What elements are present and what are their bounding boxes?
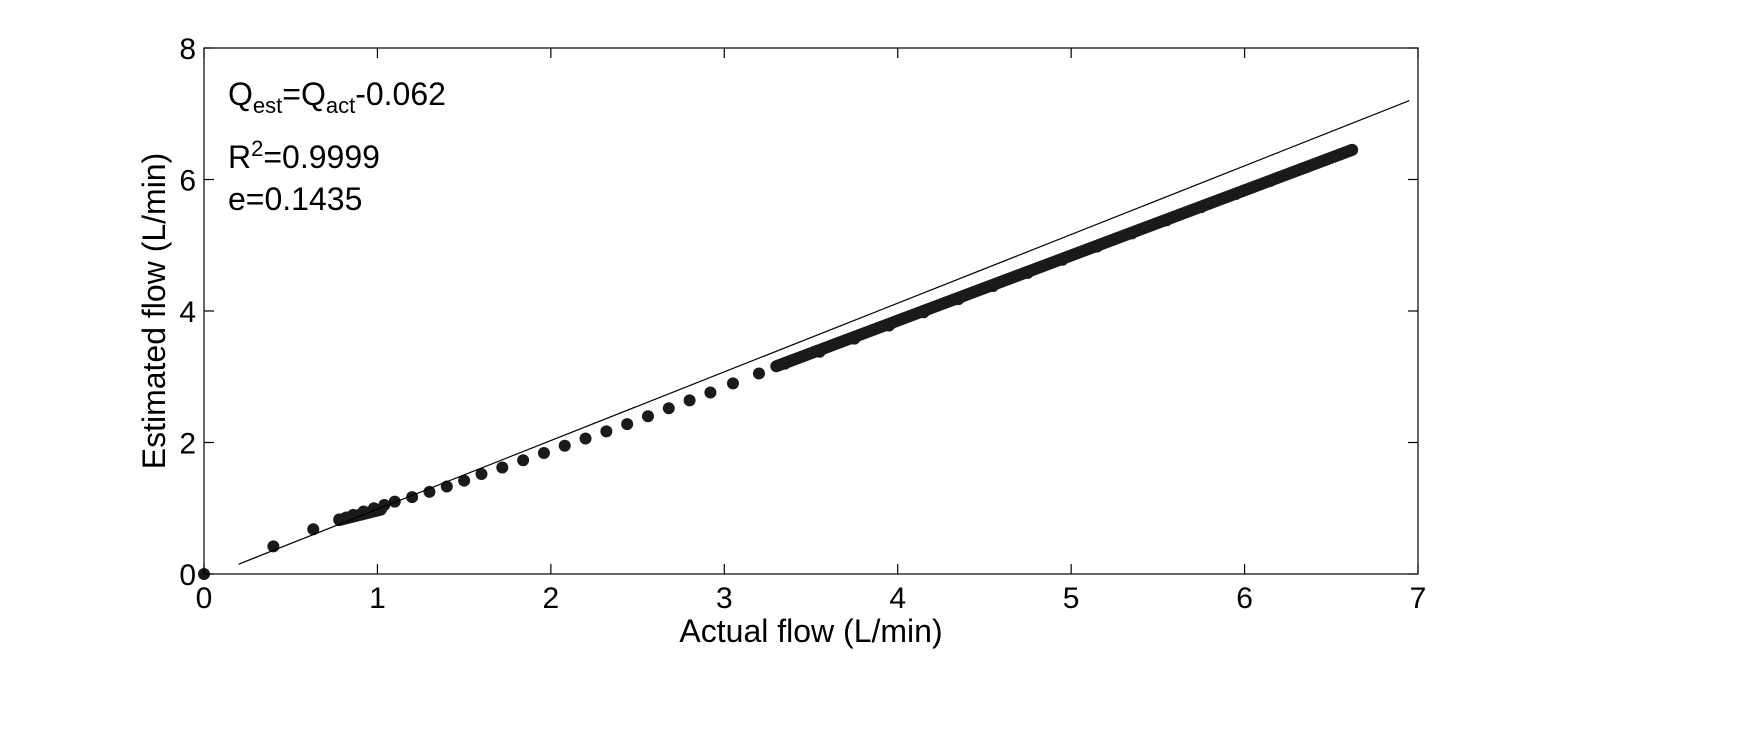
y-axis-title: Estimated flow (L/min) [136, 153, 172, 470]
data-point [726, 377, 739, 390]
y-tick-labels: 0 2 4 6 8 [179, 33, 196, 592]
y-tick-label: 6 [179, 165, 196, 198]
y-tick-label: 0 [179, 559, 196, 592]
annotation-act-subscript: act [326, 93, 355, 118]
x-tick-label: 3 [716, 582, 733, 615]
x-tick-labels: 0 1 2 3 4 5 6 7 [196, 582, 1427, 615]
data-point [704, 386, 717, 399]
y-tick-label: 8 [179, 33, 196, 66]
x-tick-label: 2 [543, 582, 560, 615]
data-point [458, 474, 471, 487]
x-tick-label: 7 [1410, 582, 1427, 615]
y-tick-label: 2 [179, 428, 196, 461]
data-points [198, 143, 1359, 580]
annotation-equals-q: =Q [282, 76, 326, 112]
data-point [423, 485, 436, 498]
x-tick-label: 5 [1063, 582, 1080, 615]
y-tick-label: 4 [179, 296, 196, 329]
data-point [621, 418, 634, 431]
annotation-error: e=0.1435 [228, 181, 362, 217]
annotation-r-symbol: R [228, 139, 251, 175]
data-point [475, 468, 488, 481]
fit-line [238, 100, 1410, 565]
annotation-offset: -0.062 [355, 76, 446, 112]
data-point [600, 425, 613, 438]
data-point [579, 432, 592, 445]
data-point [307, 523, 320, 536]
annotation-r-superscript: 2 [251, 136, 263, 161]
x-tick-label: 6 [1236, 582, 1253, 615]
annotation-q-symbol: Q [228, 76, 253, 112]
axes-box [203, 47, 1419, 575]
data-point [683, 394, 696, 407]
dense-data-points [770, 143, 1359, 373]
data-point [517, 454, 530, 467]
annotation-r-value: =0.9999 [263, 139, 380, 175]
data-point [752, 367, 765, 380]
annotation-r-squared: R2=0.9999 [228, 136, 380, 175]
x-tick-label: 4 [889, 582, 906, 615]
annotation-est-subscript: est [253, 93, 282, 118]
annotation-fit-equation: Qest=Qact-0.062 [228, 76, 446, 118]
data-point [641, 410, 654, 423]
data-point [537, 447, 550, 460]
data-point [496, 461, 509, 474]
x-axis-title: Actual flow (L/min) [679, 613, 942, 649]
data-point [558, 439, 571, 452]
dense-data-points [333, 503, 387, 527]
data-point [662, 402, 675, 415]
data-point [388, 495, 401, 508]
x-tick-label: 1 [369, 582, 386, 615]
x-tick-label: 0 [196, 582, 213, 615]
